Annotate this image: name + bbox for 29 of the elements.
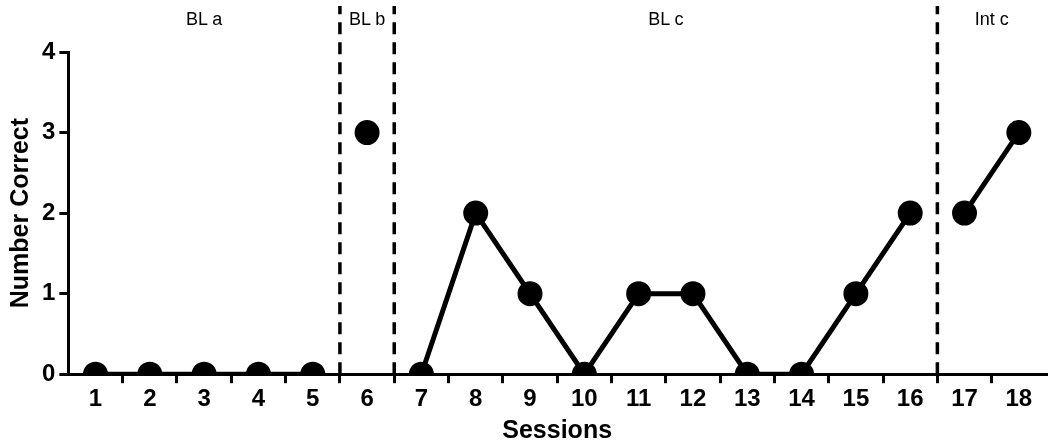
x-tick-label: 10 <box>570 384 598 412</box>
x-tick-label: 15 <box>842 384 870 412</box>
x-tick-label: 5 <box>306 384 320 412</box>
x-tick-label: 17 <box>951 384 978 412</box>
x-tick-label: 14 <box>788 384 816 412</box>
text: BL c <box>648 8 684 29</box>
text: BL b <box>348 8 386 29</box>
x-tick-label: 1 <box>88 384 103 412</box>
x-tick-label: 13 <box>733 384 761 412</box>
x-tick-label: 9 <box>523 384 537 412</box>
text: Int c <box>974 8 1009 29</box>
x-axis-title: Sessions <box>502 414 613 443</box>
y-axis-title: Number Correct <box>4 117 33 309</box>
y-tick-label: 2 <box>41 197 56 225</box>
x-tick-label: 2 <box>143 384 157 412</box>
y-tick-label: 4 <box>41 36 56 64</box>
y-tick-label: 0 <box>41 358 56 386</box>
text: BL a <box>185 8 224 29</box>
x-tick-label: 12 <box>679 384 707 412</box>
x-tick-label: 4 <box>251 384 266 412</box>
x-tick-label: 3 <box>197 384 211 412</box>
y-tick-label: 3 <box>41 117 56 145</box>
x-tick-label: 11 <box>625 384 652 412</box>
x-tick-label: 6 <box>360 384 374 412</box>
y-tick-label: 1 <box>41 278 56 306</box>
x-tick-label: 18 <box>1005 384 1033 412</box>
x-tick-label: 16 <box>896 384 924 412</box>
x-tick-label: 8 <box>469 384 483 412</box>
x-tick-label: 7 <box>414 384 429 412</box>
